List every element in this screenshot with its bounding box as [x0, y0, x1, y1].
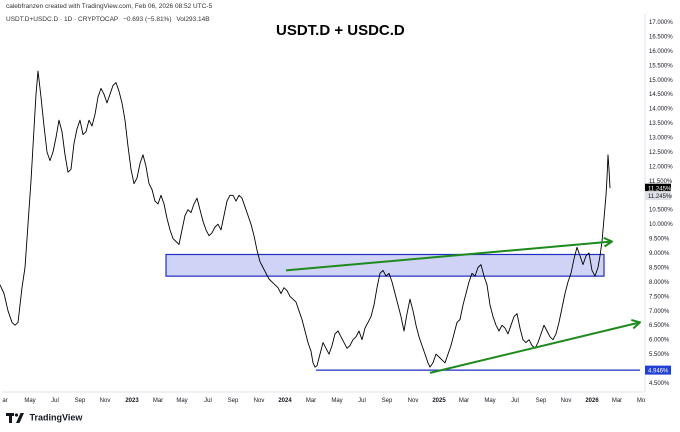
volume-readout: Vol293.14B: [176, 16, 210, 23]
y-tick-label: 10.000%: [649, 222, 673, 228]
x-tick-label: Jul: [358, 398, 366, 404]
x-tick-label: 2023: [125, 398, 139, 404]
y-tick-label: 12.500%: [649, 150, 673, 156]
x-tick-label: Jul: [204, 398, 212, 404]
y-tick-label: 7.000%: [649, 309, 670, 315]
price-badge: [645, 183, 671, 193]
trend-arrow-head: [603, 236, 613, 248]
trend-arrow-head: [631, 319, 641, 330]
y-tick-label: 11.500%: [649, 179, 673, 185]
x-tick-label: Nov: [254, 398, 265, 404]
price-badge: [645, 191, 671, 201]
x-tick-label: Nov: [408, 398, 419, 404]
chart-credit: calebfranzen created with TradingView.co…: [6, 3, 213, 10]
y-tick-label: 12.000%: [649, 164, 673, 170]
x-tick-label: Mar: [459, 398, 469, 404]
y-tick-label: 8.500%: [649, 265, 670, 271]
x-tick-label: 2025: [432, 398, 446, 404]
trend-arrow-line: [285, 240, 613, 272]
x-tick-label: May: [176, 398, 187, 404]
x-tick-label: Mar: [306, 398, 316, 404]
x-tick-label: 2026: [585, 398, 599, 404]
y-tick-label: 14.000%: [649, 107, 673, 113]
y-tick-label: 17.000%: [649, 20, 673, 26]
x-tick-label: 2024: [278, 398, 292, 404]
y-tick-label: 15.500%: [649, 63, 673, 69]
x-tick-label: May: [24, 398, 35, 404]
y-tick-label: 8.000%: [649, 280, 670, 286]
y-tick-label: 9.500%: [649, 237, 670, 243]
y-tick-label: 13.000%: [649, 136, 673, 142]
range-box-layer: [165, 253, 605, 277]
y-tick-label: 13.500%: [649, 121, 673, 127]
x-tick-label: May: [331, 398, 342, 404]
x-tick-label: Mar: [612, 398, 622, 404]
x-tick-label: Mo: [637, 398, 646, 404]
y-tick-label: 7.500%: [649, 294, 670, 300]
y-tick-label: 16.000%: [649, 49, 673, 55]
price-series-line: [0, 70, 611, 368]
price-badge-label: 11.245%: [648, 186, 672, 192]
y-tick-label: 9.000%: [649, 251, 670, 257]
price-change: −0.693 (−5.81%): [123, 16, 172, 23]
y-tick-label: 5.500%: [649, 352, 670, 358]
x-tick-label: Mar: [153, 398, 163, 404]
price-badge-label: 11.245%: [648, 194, 672, 200]
y-tick-label: 4.500%: [649, 381, 670, 387]
x-tick-label: Sep: [75, 398, 86, 404]
y-tick-label: 6.500%: [649, 323, 670, 329]
x-tick-label: Nov: [100, 398, 111, 404]
price-line-layer: [0, 70, 611, 368]
y-tick-label: 6.000%: [649, 338, 670, 344]
x-tick-label: Sep: [382, 398, 393, 404]
tradingview-logo-icon: [6, 412, 24, 423]
x-tick-label: May: [484, 398, 495, 404]
range-box: [165, 253, 605, 277]
y-tick-label: 15.000%: [649, 78, 673, 84]
chart-title: USDT.D + USDC.D: [276, 22, 405, 39]
axes: 17.000% 16.500% 16.000% 15.500% 15.000% 14.50…: [2, 14, 673, 404]
symbol-header: USDT.D+USDC.D · 1D · CRYPTOCAP −0.693 (−…: [6, 16, 213, 23]
annotation-layer: [285, 236, 641, 374]
price-badge: [645, 365, 671, 375]
trend-arrow-line: [429, 321, 641, 374]
y-tick-label: 16.500%: [649, 34, 673, 40]
price-badges: 11.245% 11.245% 4.946%: [645, 183, 672, 375]
x-tick-label: Jul: [511, 398, 519, 404]
tradingview-wordmark: TradingView: [29, 412, 83, 423]
x-tick-label: Sep: [536, 398, 547, 404]
price-badge-label: 4.946%: [648, 368, 669, 374]
x-tick-label: Nov: [561, 398, 572, 404]
x-tick-label: Sep: [228, 398, 239, 404]
x-tick-label: Jul: [51, 398, 59, 404]
tradingview-branding[interactable]: TradingView: [6, 412, 82, 423]
x-tick-label: ar: [2, 398, 7, 404]
symbol-name[interactable]: USDT.D+USDC.D · 1D · CRYPTOCAP: [6, 16, 119, 23]
y-tick-label: 14.500%: [649, 92, 673, 98]
y-tick-label: 10.500%: [649, 208, 673, 214]
